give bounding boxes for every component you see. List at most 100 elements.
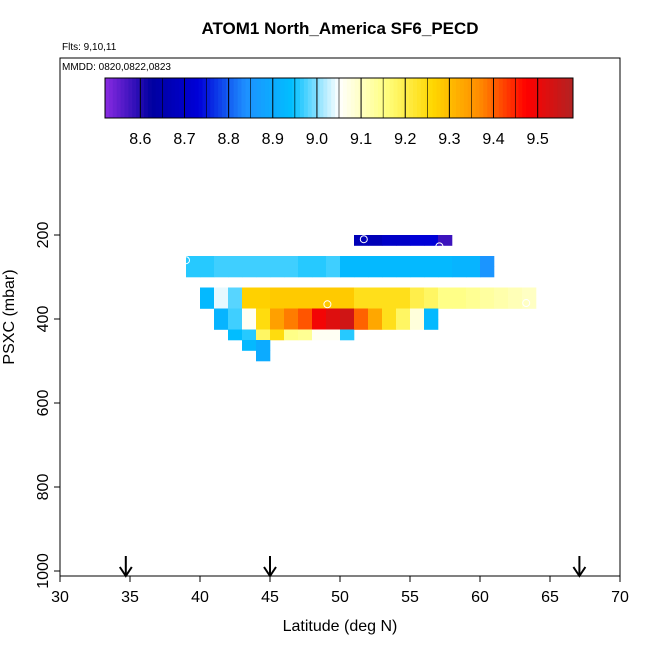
colorbar-segment — [288, 78, 293, 118]
heatmap-cell — [312, 256, 327, 267]
colorbar-segment — [452, 78, 457, 118]
colorbar-segment — [225, 78, 231, 118]
heatmap-cell — [424, 308, 439, 320]
heatmap-cell — [214, 308, 229, 320]
colorbar-segment — [147, 78, 153, 118]
heatmap-cell — [424, 319, 439, 330]
flight-track-points — [182, 235, 531, 351]
heatmap-cell — [200, 287, 215, 299]
colorbar-segment — [218, 78, 223, 118]
colorbar-segment — [253, 78, 258, 118]
heatmap-cell — [424, 266, 439, 278]
colorbar-segment — [210, 78, 215, 118]
track-point — [435, 242, 444, 251]
heatmap-cell — [242, 308, 257, 320]
heatmap-cell — [382, 319, 397, 330]
heatmap-cell — [214, 298, 229, 309]
heatmap-cell — [326, 319, 341, 330]
heatmap-cell — [382, 298, 397, 309]
colorbar-segment — [233, 78, 239, 118]
x-axis: 30 35 40 45 50 55 60 65 70 — [51, 576, 629, 606]
colorbar-segment — [194, 78, 200, 118]
arrow-head — [118, 566, 133, 578]
heatmap-cell — [256, 350, 271, 362]
colorbar-segment — [444, 78, 449, 118]
colorbar-segment — [300, 78, 305, 118]
colorbar-segment — [257, 78, 262, 118]
colorbar-segment — [249, 78, 254, 118]
colorbar-segment — [483, 78, 488, 118]
heatmap-cell — [270, 298, 285, 309]
colorbar-segment — [432, 78, 437, 118]
colorbar-tick-label: 8.9 — [262, 131, 284, 148]
colorbar-segment — [136, 78, 141, 118]
heatmap-cell — [298, 329, 313, 341]
heatmap-cell — [242, 329, 257, 341]
colorbar-segment — [284, 78, 289, 118]
heatmap-cell — [368, 287, 383, 299]
colorbar-segment — [522, 78, 527, 118]
colorbar-tick-label: 9.2 — [394, 131, 416, 148]
heatmap-cell — [508, 287, 523, 299]
heatmap-cell — [326, 298, 341, 309]
colorbar-segment — [350, 78, 356, 118]
heatmap-cell — [522, 298, 537, 309]
heatmap-cell — [270, 319, 285, 330]
colorbar-segment — [467, 78, 473, 118]
heatmap-cell — [368, 308, 383, 320]
heatmap-cell — [284, 308, 299, 320]
colorbar-segment — [456, 78, 461, 118]
colorbar-segment — [311, 78, 317, 118]
heatmap-cell — [214, 256, 229, 267]
heatmap-cell — [298, 308, 313, 320]
x-tick-label: 70 — [611, 589, 629, 606]
colorbar-segment — [475, 78, 480, 118]
colorbar-tick-label: 8.7 — [173, 131, 195, 148]
location-arrows — [118, 556, 587, 578]
colorbar-segment — [303, 78, 309, 118]
heatmap-cell — [312, 287, 327, 299]
heatmap-cell — [256, 319, 271, 330]
heatmap-cell — [284, 266, 299, 278]
heatmap-cell — [270, 308, 285, 320]
x-tick-label: 65 — [541, 589, 559, 606]
heatmap-cell — [312, 329, 327, 341]
heatmap-cell — [438, 298, 453, 309]
colorbar-segment — [179, 78, 184, 118]
colorbar-tick-label: 9.4 — [482, 131, 504, 148]
heatmap-cell — [354, 308, 369, 320]
heatmap-cell — [228, 308, 243, 320]
heatmap-cell — [326, 329, 341, 341]
colorbar-segment — [569, 78, 574, 118]
colorbar-segment — [268, 78, 274, 118]
heatmap-cell — [452, 287, 467, 299]
heatmap-cell — [466, 287, 481, 299]
colorbar-segment — [537, 78, 543, 118]
heatmap-cell — [410, 319, 425, 330]
colorbar-segment — [202, 78, 207, 118]
heatmap-cell — [396, 256, 411, 267]
colorbar-segment — [335, 78, 340, 118]
colorbar-segment — [229, 78, 235, 118]
colorbar-segment — [132, 78, 137, 118]
colorbar-segment — [280, 78, 285, 118]
heatmap-cell — [256, 340, 271, 351]
colorbar-segment — [405, 78, 410, 118]
heatmap-cell — [214, 287, 229, 299]
heatmap-cell — [396, 298, 411, 309]
colorbar-tick-label: 9.5 — [527, 131, 549, 148]
colorbar-segment — [144, 78, 149, 118]
heatmap-cell — [340, 256, 355, 267]
heatmap-cell — [298, 266, 313, 278]
heatmap-cell — [494, 287, 509, 299]
colorbar-segment — [471, 78, 476, 118]
colorbar-tick-label: 8.8 — [217, 131, 239, 148]
colorbar-segment — [327, 78, 332, 118]
colorbar-segment — [105, 78, 110, 118]
colorbar-segment — [292, 78, 297, 118]
y-tick-label: 800 — [35, 474, 52, 501]
heatmap-cell — [466, 266, 481, 278]
heatmap-cell — [396, 235, 411, 246]
heatmap-cell — [270, 287, 285, 299]
heatmap-cell — [298, 298, 313, 309]
